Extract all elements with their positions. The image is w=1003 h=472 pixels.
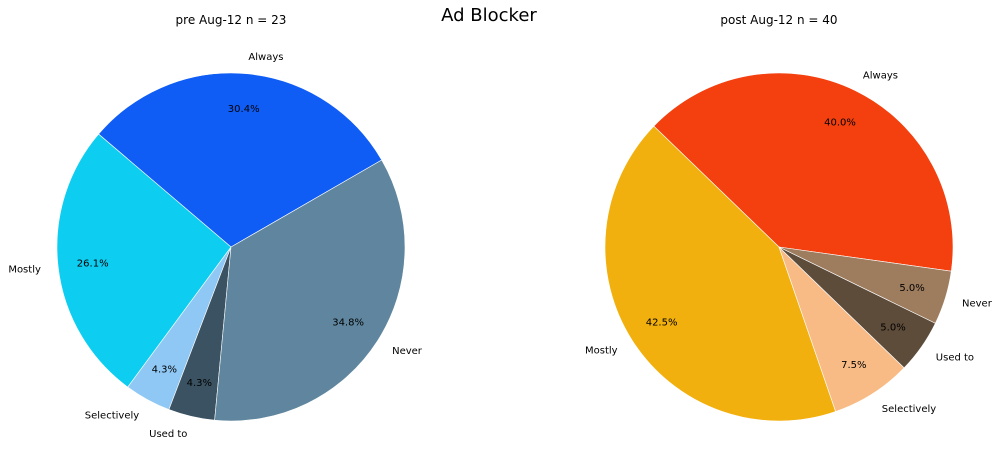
figure-title: Ad Blocker bbox=[441, 5, 537, 26]
pie-post-percent-used-to: 5.0% bbox=[880, 322, 905, 333]
pie-pre-slice-mostly bbox=[56, 133, 232, 388]
pie-pre-percent-mostly: 26.1% bbox=[77, 258, 109, 269]
pie-pre-percent-selectively: 4.3% bbox=[152, 365, 177, 376]
pie-post-percent-selectively: 7.5% bbox=[841, 360, 866, 371]
pie-post-label-used-to: Used to bbox=[936, 352, 974, 363]
pie-post-percent-mostly: 42.5% bbox=[646, 317, 678, 328]
pie-chart-post: post Aug-12 n = 40 Always 40.0% Mostly 42.5… bbox=[585, 13, 993, 422]
pie-post-slices bbox=[604, 72, 954, 422]
pie-pre-slice-always bbox=[98, 72, 383, 248]
pie-post-labels: Always 40.0% Mostly 42.5% Selectively 7.5% Use… bbox=[585, 71, 993, 415]
pie-post-label-selectively: Selectively bbox=[882, 404, 936, 415]
pie-pre-slices bbox=[56, 72, 406, 422]
pie-post-label-never: Never bbox=[962, 299, 993, 310]
pie-pre-percent-never: 34.8% bbox=[332, 318, 364, 329]
pie-pre-title: pre Aug-12 n = 23 bbox=[176, 13, 287, 27]
pie-post-label-always: Always bbox=[863, 71, 898, 82]
pie-post-slice-always bbox=[653, 72, 954, 272]
pie-pre-percent-used-to: 4.3% bbox=[187, 378, 212, 389]
pie-pre-label-always: Always bbox=[248, 52, 283, 63]
pie-pre-label-selectively: Selectively bbox=[85, 411, 139, 422]
pie-post-label-mostly: Mostly bbox=[585, 345, 618, 356]
pie-pre-slice-never bbox=[214, 159, 406, 422]
pie-pre-label-mostly: Mostly bbox=[8, 264, 41, 275]
pie-pre-label-never: Never bbox=[392, 346, 423, 357]
pie-post-title: post Aug-12 n = 40 bbox=[720, 13, 837, 27]
pie-post-percent-never: 5.0% bbox=[899, 283, 924, 294]
pie-post-slice-never bbox=[778, 246, 952, 324]
pie-post-percent-always: 40.0% bbox=[824, 117, 856, 128]
pie-pre-label-used-to: Used to bbox=[149, 429, 187, 440]
pie-pre-percent-always: 30.4% bbox=[228, 104, 260, 115]
pie-pre-labels: Always 30.4% Mostly 26.1% Selectively 4.3% Use… bbox=[8, 52, 422, 440]
pie-chart-pre: pre Aug-12 n = 23 Always 30.4% Mostly 26.1%… bbox=[8, 13, 422, 440]
pie-post-slice-mostly bbox=[604, 125, 837, 422]
